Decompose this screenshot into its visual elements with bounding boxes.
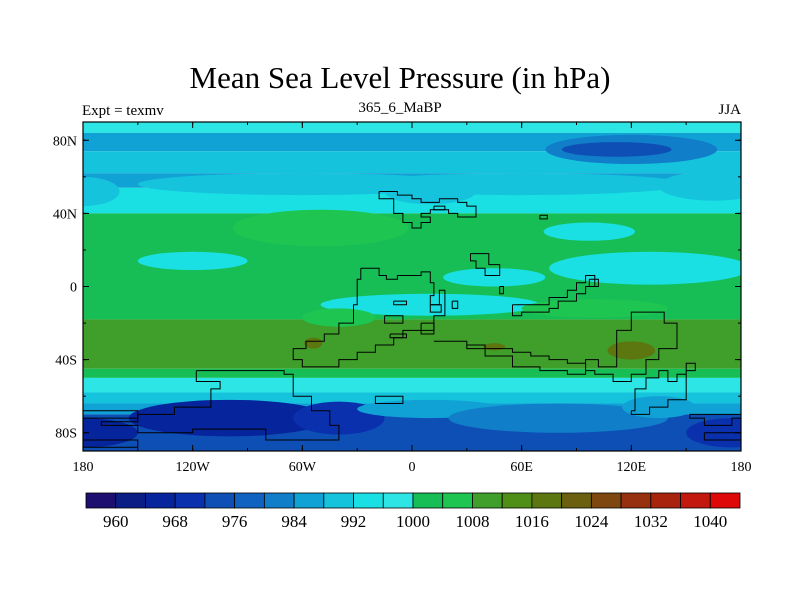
- colorbar-label-6: 1008: [455, 512, 489, 531]
- colorbar: 960 968 976 984 992 1000 1008 1016 1024 1032 1040: [85, 492, 741, 531]
- colorbar-box-14: [501, 492, 533, 509]
- colorbar-box-19: [650, 492, 681, 509]
- contour-field: [83, 122, 741, 451]
- coastline-9: [420, 322, 435, 335]
- colorbar-box-16: [561, 492, 592, 509]
- colorbar-box-2: [145, 492, 176, 509]
- colorbar-box-11: [412, 492, 444, 509]
- colorbar-label-10: 1040: [693, 512, 727, 531]
- pressure-cell-9: [549, 251, 741, 285]
- pressure-cell-23: [448, 403, 668, 433]
- pressure-cell-6: [83, 176, 120, 207]
- colorbar-box-7: [293, 492, 325, 509]
- coastline-7: [389, 333, 407, 339]
- colorbar-box-10: [382, 492, 414, 509]
- coastline-14: [433, 311, 678, 382]
- colorbar-label-5: 1000: [396, 512, 430, 531]
- coastline-2: [539, 214, 548, 220]
- colorbar-box-17: [590, 492, 622, 509]
- y-tick-label-2: 0: [70, 281, 77, 296]
- coastline-6: [384, 315, 404, 324]
- colorbar-label-3: 984: [281, 512, 307, 531]
- coastline-11: [499, 286, 504, 295]
- pressure-cell-18: [128, 399, 330, 437]
- coastline-5: [393, 300, 407, 306]
- coastline-10: [451, 300, 459, 309]
- coastlines: [83, 191, 741, 448]
- x-tick-label-5: 120E: [617, 460, 647, 475]
- coastline-19: [630, 362, 696, 415]
- pressure-cell-16: [483, 343, 506, 351]
- pressure-cell-1: [561, 142, 672, 157]
- pressure-cell-8: [137, 251, 248, 271]
- experiment-label: Expt = texmv: [82, 103, 164, 119]
- colorbar-box-15: [531, 492, 563, 509]
- y-tick-label-0: 80N: [53, 134, 77, 149]
- x-tick-label-6: 180: [731, 460, 752, 475]
- coastline-17: [83, 439, 139, 448]
- x-tick-label-4: 60E: [510, 460, 533, 475]
- coastline-0: [378, 191, 477, 229]
- coastline-1: [433, 205, 446, 211]
- coastline-15: [100, 370, 340, 441]
- colorbar-box-18: [620, 492, 652, 509]
- coastline-13: [588, 278, 599, 287]
- coastline-20: [689, 413, 741, 426]
- pressure-cell-13: [302, 308, 376, 327]
- x-tick-label-1: 120W: [176, 460, 211, 475]
- colorbar-box-3: [174, 492, 206, 509]
- x-tick-label-0: 180: [73, 460, 94, 475]
- pressure-cell-14: [521, 299, 668, 318]
- colorbar-label-8: 1024: [574, 512, 609, 531]
- pressure-cell-5: [658, 171, 741, 201]
- colorbar-box-21: [709, 492, 741, 509]
- colorbar-box-12: [442, 492, 473, 509]
- colorbar-box-4: [204, 492, 236, 509]
- coastline-8: [429, 304, 442, 313]
- colorbar-box-9: [353, 492, 384, 509]
- coastline-18: [374, 395, 404, 404]
- season-label: JJA: [718, 102, 741, 118]
- y-tick-label-4: 80S: [55, 427, 77, 442]
- coastline-3: [470, 253, 501, 276]
- x-tick-label-3: 0: [409, 460, 416, 475]
- colorbar-label-4: 992: [341, 512, 367, 531]
- y-tick-label-3: 40S: [55, 354, 77, 369]
- chart-title: Mean Sea Level Pressure (in hPa): [189, 60, 611, 95]
- pressure-cell-4: [384, 178, 476, 205]
- colorbar-label-9: 1032: [634, 512, 668, 531]
- colorbar-box-0: [85, 492, 117, 509]
- pressure-cell-7: [232, 209, 409, 247]
- colorbar-box-8: [323, 492, 354, 509]
- coastline-16: [83, 410, 139, 419]
- coastline-21: [703, 432, 741, 441]
- y-tick-label-1: 40N: [53, 207, 77, 222]
- colorbar-box-6: [263, 492, 295, 509]
- coastline-12: [512, 275, 596, 317]
- pressure-band-8: [83, 377, 741, 393]
- pressure-band-7: [83, 368, 741, 378]
- colorbar-label-0: 960: [103, 512, 129, 531]
- colorbar-box-20: [680, 492, 711, 509]
- pressure-cell-11: [543, 222, 635, 241]
- colorbar-label-1: 968: [162, 512, 188, 531]
- pressure-band-9: [83, 392, 741, 404]
- period-label: 365_6_MaBP: [358, 100, 442, 116]
- colorbar-box-1: [115, 492, 146, 509]
- colorbar-label-2: 976: [222, 512, 248, 531]
- map-axes: 180 120W 60W 0 60E 120E 180 80N 40N 0 40S 80S: [53, 121, 752, 475]
- colorbar-box-5: [234, 492, 265, 509]
- pressure-cell-10: [443, 268, 546, 287]
- x-tick-label-2: 60W: [289, 460, 317, 475]
- colorbar-box-13: [472, 492, 503, 509]
- pressure-cell-15: [304, 337, 323, 349]
- pressure-cell-17: [607, 341, 656, 360]
- colorbar-label-7: 1016: [515, 512, 549, 531]
